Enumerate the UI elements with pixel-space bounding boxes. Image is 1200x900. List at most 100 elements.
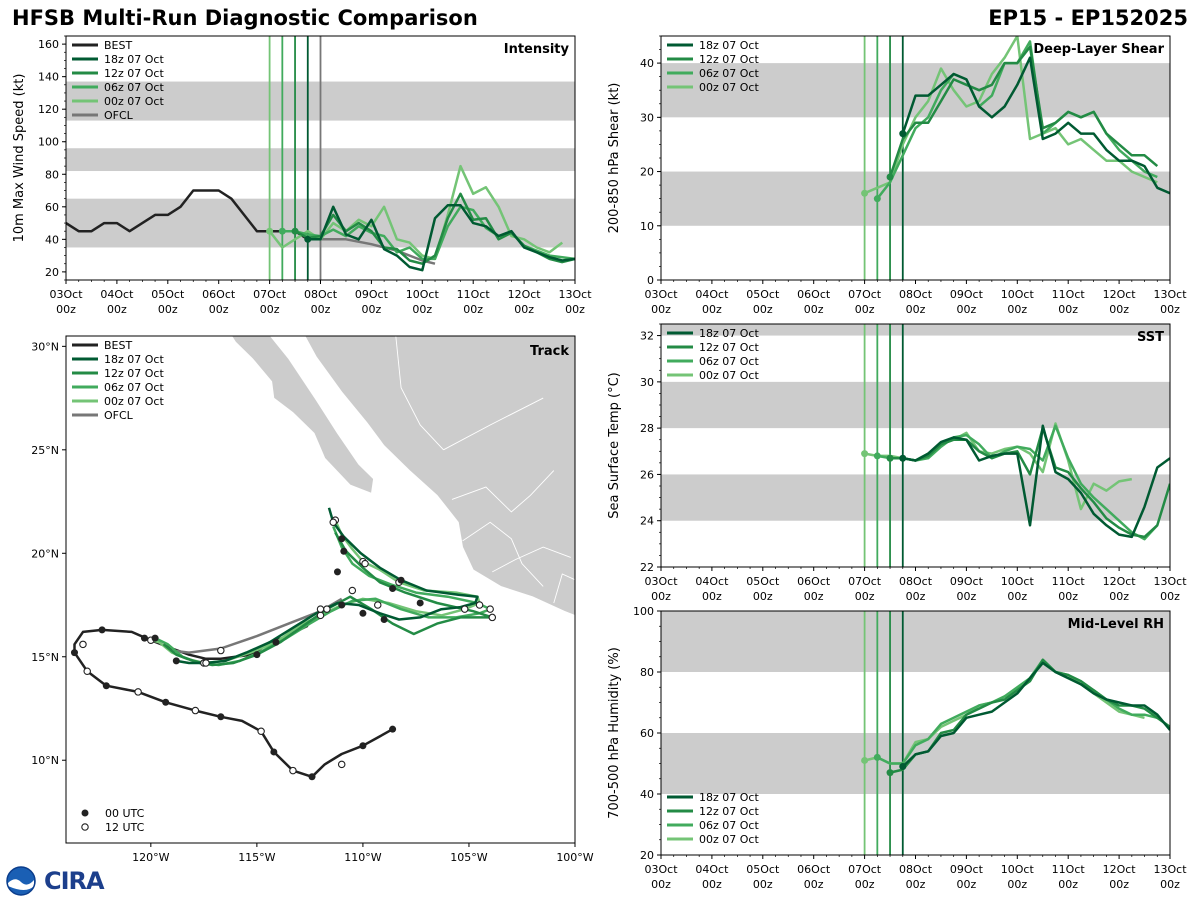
track-dot-12utc xyxy=(316,611,325,620)
y-tick-label: 26 xyxy=(640,468,654,481)
mexico-mainland-land xyxy=(304,336,575,616)
x-tick-sublabel: 00z xyxy=(514,303,534,316)
y-tick-label: 22 xyxy=(640,561,654,574)
cira-logo-text: CIRA xyxy=(44,867,105,895)
x-tick-sublabel: 00z xyxy=(804,303,824,316)
x-tick-sublabel: 00z xyxy=(702,590,722,603)
series-start-dot xyxy=(291,227,299,235)
legend-label: BEST xyxy=(104,339,132,352)
x-tick-sublabel: 00z xyxy=(1109,590,1129,603)
legend-label: 00 UTC xyxy=(105,807,145,820)
series-start-dot xyxy=(266,227,274,235)
legend-label: 18z 07 Oct xyxy=(699,39,759,52)
x-tick-label: 08Oct xyxy=(304,288,338,301)
x-tick-sublabel: 00z xyxy=(1007,878,1027,891)
figure-title: HFSB Multi-Run Diagnostic Comparison xyxy=(12,6,478,30)
track-dot-00utc xyxy=(389,725,397,733)
legend-label: 12z 07 Oct xyxy=(699,805,759,818)
series-start-dot xyxy=(861,189,869,197)
series-line-12z-07-oct xyxy=(890,426,1170,539)
x-tick-sublabel: 00z xyxy=(1058,878,1078,891)
track-dot-12utc xyxy=(217,646,225,655)
x-tick-label: 10Oct xyxy=(406,288,440,301)
y-tick-label: 140 xyxy=(38,71,59,84)
sst-series-group xyxy=(861,422,1170,541)
track-dot-00utc xyxy=(340,547,348,555)
noaa-logo-icon xyxy=(6,866,36,896)
lon-tick-label: 100°W xyxy=(556,851,593,864)
track-dot-00utc xyxy=(338,601,346,609)
x-tick-sublabel: 00z xyxy=(412,303,432,316)
track-dot-00utc xyxy=(308,773,316,781)
track-line-best xyxy=(73,624,394,779)
track-dot-00utc xyxy=(98,626,106,634)
x-tick-label: 05Oct xyxy=(746,288,780,301)
track-dot-00utc xyxy=(359,742,367,750)
x-tick-label: 13Oct xyxy=(1153,575,1187,588)
x-tick-sublabel: 00z xyxy=(1160,590,1180,603)
track-dot-12utc xyxy=(316,605,325,613)
track-dot-00utc xyxy=(389,584,397,592)
series-start-dot xyxy=(886,173,894,181)
y-tick-label: 10 xyxy=(640,220,654,233)
x-tick-sublabel: 00z xyxy=(260,303,280,316)
lon-tick-label: 115°W xyxy=(238,851,275,864)
x-tick-sublabel: 00z xyxy=(463,303,483,316)
state-border xyxy=(451,470,555,513)
y-tick-label: 20 xyxy=(640,166,654,179)
x-tick-label: 11Oct xyxy=(457,288,491,301)
x-tick-sublabel: 00z xyxy=(957,590,977,603)
x-tick-label: 13Oct xyxy=(558,288,592,301)
x-tick-label: 05Oct xyxy=(151,288,185,301)
x-tick-label: 10Oct xyxy=(1001,575,1035,588)
x-tick-label: 09Oct xyxy=(355,288,389,301)
track-dot-12utc xyxy=(361,559,369,568)
track-dot-12utc xyxy=(337,760,346,769)
x-tick-label: 12Oct xyxy=(508,288,542,301)
y-axis-label: Sea Surface Temp (°C) xyxy=(607,372,622,519)
x-tick-sublabel: 00z xyxy=(906,303,926,316)
storm-id-title: EP15 - EP152025 xyxy=(988,6,1188,30)
track-dot-12utc xyxy=(348,586,357,595)
x-tick-sublabel: 00z xyxy=(855,303,875,316)
lat-tick-label: 30°N xyxy=(31,340,59,353)
track-dot-00utc xyxy=(359,609,367,617)
y-tick-label: 60 xyxy=(45,201,59,214)
baja-peninsula-land xyxy=(231,336,374,494)
x-tick-sublabel: 00z xyxy=(804,878,824,891)
lon-tick-label: 105°W xyxy=(450,851,487,864)
lat-tick-label: 25°N xyxy=(31,444,59,457)
track-dot-00utc xyxy=(270,748,278,756)
rh-panel: 20 40 60 80 100 03Oct 00z 04Oct 00z 05Oct 00z 06Oct… xyxy=(607,605,1187,891)
track-dot-12utc xyxy=(329,518,337,526)
x-tick-label: 07Oct xyxy=(848,575,882,588)
x-tick-label: 06Oct xyxy=(797,575,831,588)
x-tick-label: 11Oct xyxy=(1052,575,1086,588)
track-dot-00utc xyxy=(102,682,110,690)
series-start-dot xyxy=(873,452,881,460)
x-tick-sublabel: 00z xyxy=(1058,590,1078,603)
legend-label: 00z 07 Oct xyxy=(104,95,164,108)
x-tick-label: 06Oct xyxy=(797,863,831,876)
track-line-18z-07-oct xyxy=(176,507,479,665)
x-tick-label: 12Oct xyxy=(1103,288,1137,301)
legend-label: 00z 07 Oct xyxy=(699,369,759,382)
y-tick-label: 100 xyxy=(633,605,654,618)
track-panel: 10°N 15°N 20°N 25°N 30°N 120°W 115°W 110°W 105°W… xyxy=(31,335,594,864)
y-tick-label: 24 xyxy=(640,515,654,528)
x-tick-sublabel: 00z xyxy=(209,303,229,316)
x-tick-label: 03Oct xyxy=(644,288,678,301)
shaded-band xyxy=(661,611,1170,672)
panel-title: Mid-Level RH xyxy=(1068,617,1164,632)
track-dot-12utc xyxy=(323,605,331,613)
x-tick-label: 13Oct xyxy=(1153,863,1187,876)
state-border xyxy=(443,397,544,451)
track-dot-00utc xyxy=(162,698,170,706)
x-tick-sublabel: 00z xyxy=(1007,303,1027,316)
y-axis-label: 10m Max Wind Speed (kt) xyxy=(12,74,27,243)
track-dot-00utc xyxy=(397,576,405,584)
x-tick-sublabel: 00z xyxy=(906,878,926,891)
x-tick-label: 08Oct xyxy=(899,863,933,876)
track-line-ofcl xyxy=(171,597,343,654)
